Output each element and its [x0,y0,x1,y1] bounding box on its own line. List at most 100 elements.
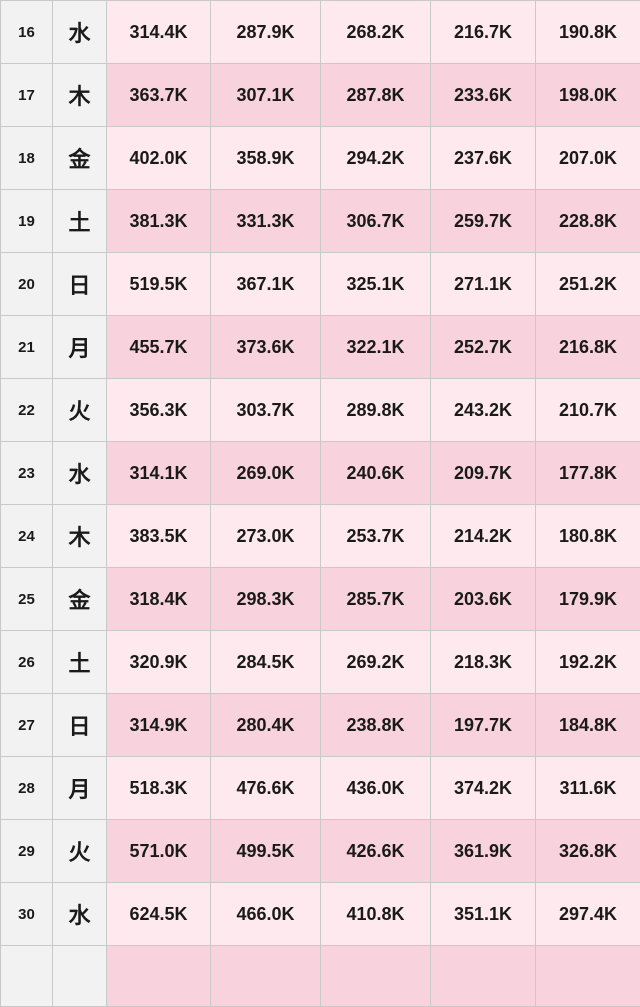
value-cell: 320.9K [107,631,211,694]
empty-cell [321,946,431,1007]
weekday-cell: 日 [53,253,107,316]
empty-cell [1,946,53,1007]
value-cell: 367.1K [211,253,321,316]
value-cell: 177.8K [536,442,640,505]
value-cell: 436.0K [321,757,431,820]
value-cell: 402.0K [107,127,211,190]
value-cell: 269.2K [321,631,431,694]
empty-cell [536,946,640,1007]
value-cell: 303.7K [211,379,321,442]
day-cell: 22 [1,379,53,442]
value-cell: 197.7K [431,694,536,757]
value-cell: 410.8K [321,883,431,946]
value-cell: 287.9K [211,1,321,64]
day-cell: 19 [1,190,53,253]
day-cell: 23 [1,442,53,505]
value-cell: 373.6K [211,316,321,379]
empty-cell [431,946,536,1007]
weekday-cell: 火 [53,820,107,883]
value-cell: 314.9K [107,694,211,757]
weekday-cell: 金 [53,127,107,190]
value-cell: 233.6K [431,64,536,127]
weekday-cell: 月 [53,757,107,820]
weekday-cell: 土 [53,631,107,694]
value-cell: 518.3K [107,757,211,820]
value-cell: 216.7K [431,1,536,64]
value-cell: 381.3K [107,190,211,253]
value-cell: 298.3K [211,568,321,631]
value-cell: 519.5K [107,253,211,316]
weekday-cell: 木 [53,64,107,127]
value-cell: 180.8K [536,505,640,568]
day-cell: 21 [1,316,53,379]
value-cell: 252.7K [431,316,536,379]
value-cell: 209.7K [431,442,536,505]
value-cell: 322.1K [321,316,431,379]
empty-cell [53,946,107,1007]
day-cell: 16 [1,1,53,64]
day-cell: 18 [1,127,53,190]
day-cell: 20 [1,253,53,316]
value-cell: 198.0K [536,64,640,127]
value-cell: 297.4K [536,883,640,946]
value-cell: 466.0K [211,883,321,946]
weekday-cell: 土 [53,190,107,253]
value-cell: 214.2K [431,505,536,568]
value-cell: 240.6K [321,442,431,505]
value-cell: 318.4K [107,568,211,631]
value-cell: 179.9K [536,568,640,631]
value-cell: 259.7K [431,190,536,253]
value-cell: 243.2K [431,379,536,442]
value-cell: 207.0K [536,127,640,190]
weekday-cell: 日 [53,694,107,757]
weekday-cell: 火 [53,379,107,442]
day-cell: 26 [1,631,53,694]
value-cell: 383.5K [107,505,211,568]
weekday-cell: 月 [53,316,107,379]
value-cell: 237.6K [431,127,536,190]
value-cell: 455.7K [107,316,211,379]
day-cell: 28 [1,757,53,820]
value-cell: 331.3K [211,190,321,253]
value-cell: 192.2K [536,631,640,694]
value-cell: 361.9K [431,820,536,883]
value-cell: 314.4K [107,1,211,64]
value-cell: 253.7K [321,505,431,568]
value-cell: 476.6K [211,757,321,820]
value-cell: 284.5K [211,631,321,694]
weekday-cell: 水 [53,442,107,505]
value-cell: 294.2K [321,127,431,190]
weekday-cell: 金 [53,568,107,631]
value-cell: 184.8K [536,694,640,757]
day-cell: 24 [1,505,53,568]
value-cell: 358.9K [211,127,321,190]
value-cell: 228.8K [536,190,640,253]
weekday-cell: 水 [53,883,107,946]
value-cell: 210.7K [536,379,640,442]
value-cell: 273.0K [211,505,321,568]
value-cell: 374.2K [431,757,536,820]
empty-cell [107,946,211,1007]
value-cell: 251.2K [536,253,640,316]
value-cell: 203.6K [431,568,536,631]
value-cell: 426.6K [321,820,431,883]
value-cell: 216.8K [536,316,640,379]
value-cell: 287.8K [321,64,431,127]
weekday-cell: 木 [53,505,107,568]
day-cell: 29 [1,820,53,883]
value-cell: 218.3K [431,631,536,694]
value-cell: 280.4K [211,694,321,757]
value-cell: 351.1K [431,883,536,946]
